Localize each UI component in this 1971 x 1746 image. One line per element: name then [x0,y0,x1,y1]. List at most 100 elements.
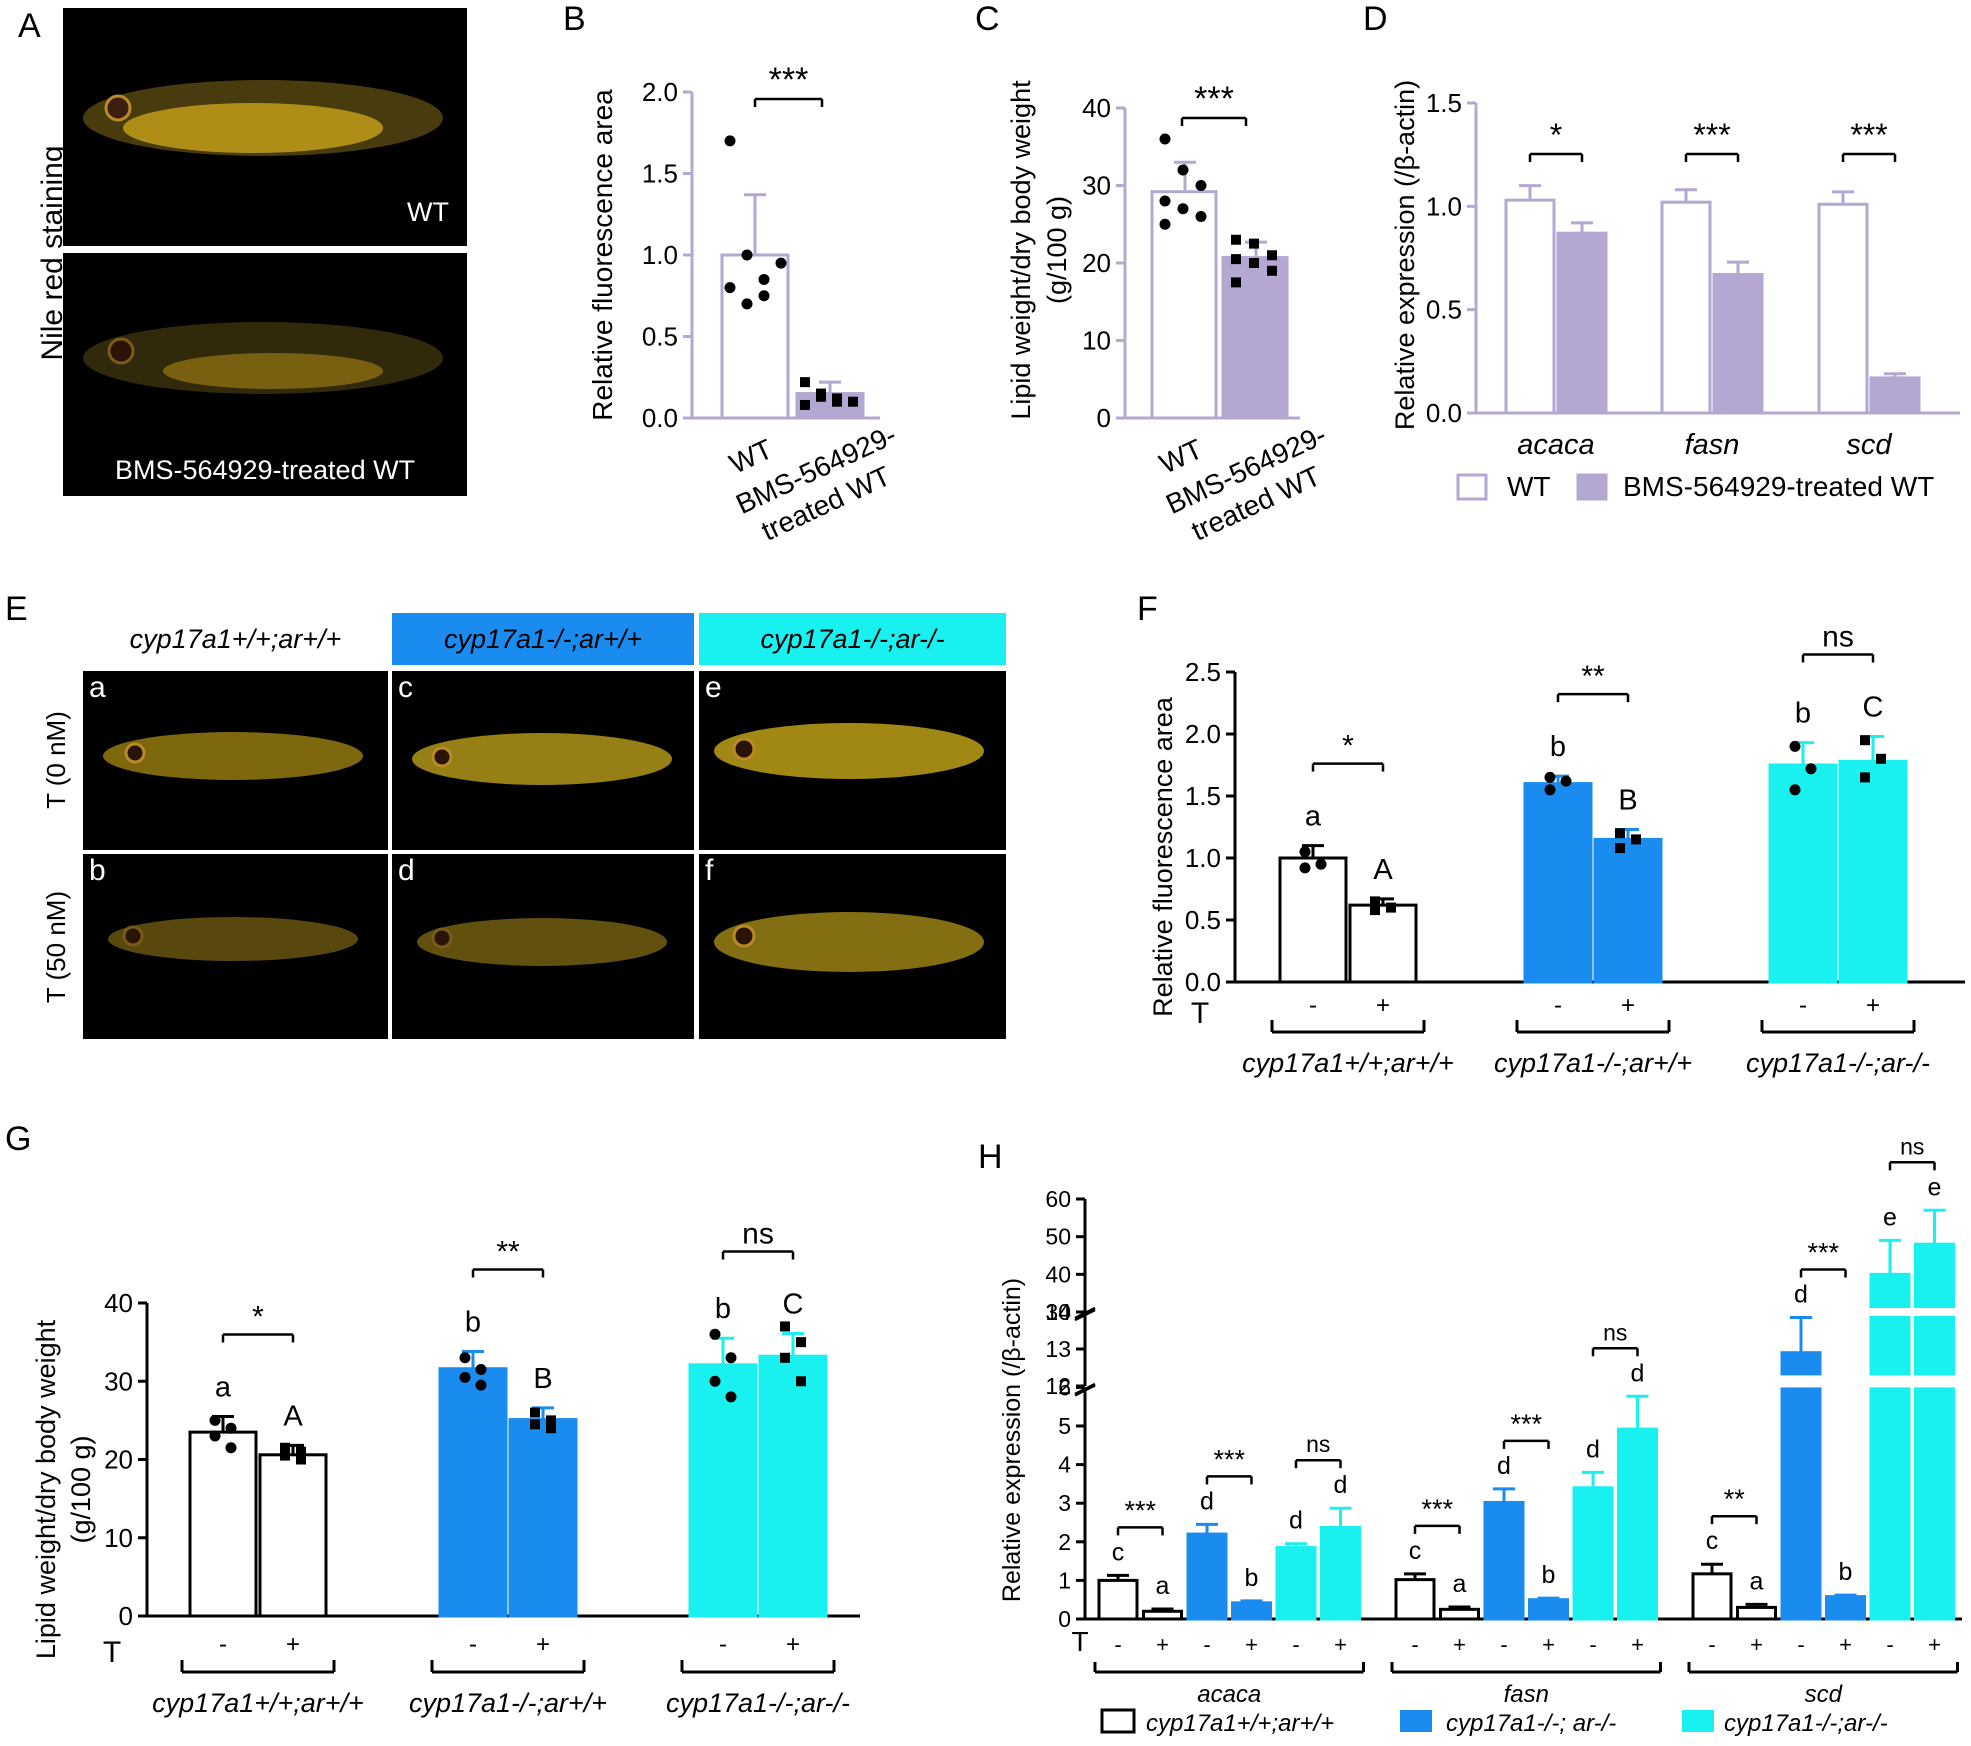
panel-f-point [1789,784,1801,796]
panel-d-y-axis-tick-label: 0.0 [1426,398,1462,428]
panel-h-treatment-tick: + [1631,1632,1644,1657]
panel-g-bar [758,1354,828,1618]
panel-d-x-label: scd [1846,429,1892,461]
panel-e-header-1: cyp17a1+/+;ar+/+ [129,624,342,654]
panel-h-y-tick-label: 4 [1058,1452,1071,1478]
panel-d-bar [1712,273,1764,415]
panel-h-bar [1097,1578,1139,1621]
panel-c-x-label-treated-2: treated WT [1187,460,1326,547]
panel-f-group-label: cyp17a1+/+;ar+/+ [1242,1048,1454,1078]
panel-b-point [800,399,810,410]
panel-g-point [709,1328,721,1340]
panel-h-legend-swatch-2 [1400,1710,1432,1732]
panel-h-group-label: acaca [1197,1681,1261,1708]
panel-f-group-letter: C [1863,691,1884,723]
panel-h-legend-2: cyp17a1-/-; ar-/- [1446,1710,1616,1737]
zebrafish-treated-photo [83,322,443,394]
panel-b-y-axis-tick-label: 1.5 [642,159,678,189]
panel-h-treatment-tick: + [1928,1632,1941,1657]
panel-h-bar-letter: b [1245,1564,1259,1592]
panel-g-point [296,1454,306,1465]
panel-f-bar [1523,782,1593,984]
panel-b-point [724,135,736,147]
panel-f-y-label: Relative fluorescence area [1148,696,1178,1017]
panel-b-point [816,391,826,402]
panel-c-point [1159,195,1171,207]
panel-e-cell-a: a [83,671,388,850]
panel-h-bar-letter: c [1706,1527,1719,1555]
panel-h-break-mask [1869,1375,1957,1388]
panel-h-bar-letter: d [1200,1487,1214,1515]
panel-letter-a: A [18,7,41,45]
panel-e-header-3: cyp17a1-/-;ar-/- [699,613,1006,665]
panel-h-bar [1483,1500,1525,1621]
panel-c-point [1177,203,1189,215]
panel-f-point [1370,896,1380,907]
panel-f-point [1560,775,1572,787]
panel-c-point [1267,250,1277,261]
panel-h-treatment-tick: + [1839,1632,1852,1657]
panel-b-point [758,290,770,302]
panel-f-bar [1278,856,1348,984]
panel-c-point [1159,218,1171,230]
panel-h-axis-break [1074,1382,1096,1396]
panel-f-point [1615,828,1625,839]
panel-b-point [816,388,826,399]
panel-g-treatment-tick: + [536,1631,550,1658]
panel-g-treatment-label: T [103,1636,121,1669]
zebrafish-photo [714,912,984,972]
panel-e-cell-c: c [392,671,694,850]
panel-g-group-letter: b [465,1307,481,1339]
panel-h-bar [1275,1546,1317,1621]
panel-g-point [475,1364,487,1376]
panel-g-y-label: Lipid weight/dry body weight [31,1319,61,1659]
zebrafish-photo [714,723,984,779]
panel-g-point [280,1442,290,1453]
panel-h-treatment-tick: + [1542,1632,1555,1657]
panel-c-point [1195,211,1207,222]
panel-h-sig: *** [1213,1444,1245,1474]
panel-g-bar [258,1453,328,1618]
panel-c-y-axis-tick-label: 30 [1082,171,1111,201]
panel-f-group-letter: a [1305,801,1322,833]
panel-h-bar [1572,1486,1614,1621]
panel-b-point [832,393,842,404]
panel-h-bar [1736,1605,1777,1621]
panel-h-treatment-tick: + [1750,1632,1763,1657]
panel-h-sig: *** [1510,1409,1542,1439]
panel-d-y-axis-tick-label: 1.0 [1426,191,1462,221]
panel-d-x-label: acaca [1517,429,1594,461]
zebrafish-photo [103,732,363,780]
panel-b-x-label-treated-1: BMS-564929- [731,419,901,520]
panel-g-treatment-tick: - [469,1631,477,1658]
panel-g-point [475,1379,487,1391]
panel-letter-f: F [1137,590,1158,628]
panel-c-y-axis-tick-label: 40 [1082,93,1111,123]
panel-letter-b: B [563,0,586,38]
panel-h-y-tick-label: 50 [1045,1224,1071,1250]
panel-h-break-mask [1869,1308,1957,1316]
panel-h-legend-swatch-1 [1100,1708,1136,1734]
panel-c-sig: *** [1194,80,1234,118]
panel-h-bar [1780,1351,1822,1621]
panel-b-point [848,396,858,407]
panel-g-point [725,1391,737,1403]
panel-f-y-axis-tick-label: 2.0 [1185,719,1221,749]
panel-h-treatment-tick: + [1453,1632,1466,1657]
panel-d-legend-wt: WT [1507,471,1551,502]
panel-c-point [1249,258,1259,268]
panel-c-y-axis-tick-label: 0 [1097,403,1111,433]
zebrafish-wt-photo [83,80,443,156]
panel-e-letter-e: e [705,671,722,704]
panel-h-treatment-tick: - [1886,1632,1893,1657]
panel-e-cell-b: b [83,854,388,1039]
panel-f-treatment-tick: + [1621,992,1635,1019]
panel-h-bar [1231,1601,1272,1621]
panel-f-treatment-tick: - [1554,992,1562,1019]
panel-f-point [1370,905,1380,916]
panel-e-row-label-2: T (50 nM) [41,891,71,1003]
panel-g-point [530,1407,540,1418]
panel-d-y-label: Relative expression (/β-actin) [1390,80,1420,430]
panel-e-cell-e: e [699,671,1006,850]
panel-g-treatment-tick: + [786,1631,800,1658]
